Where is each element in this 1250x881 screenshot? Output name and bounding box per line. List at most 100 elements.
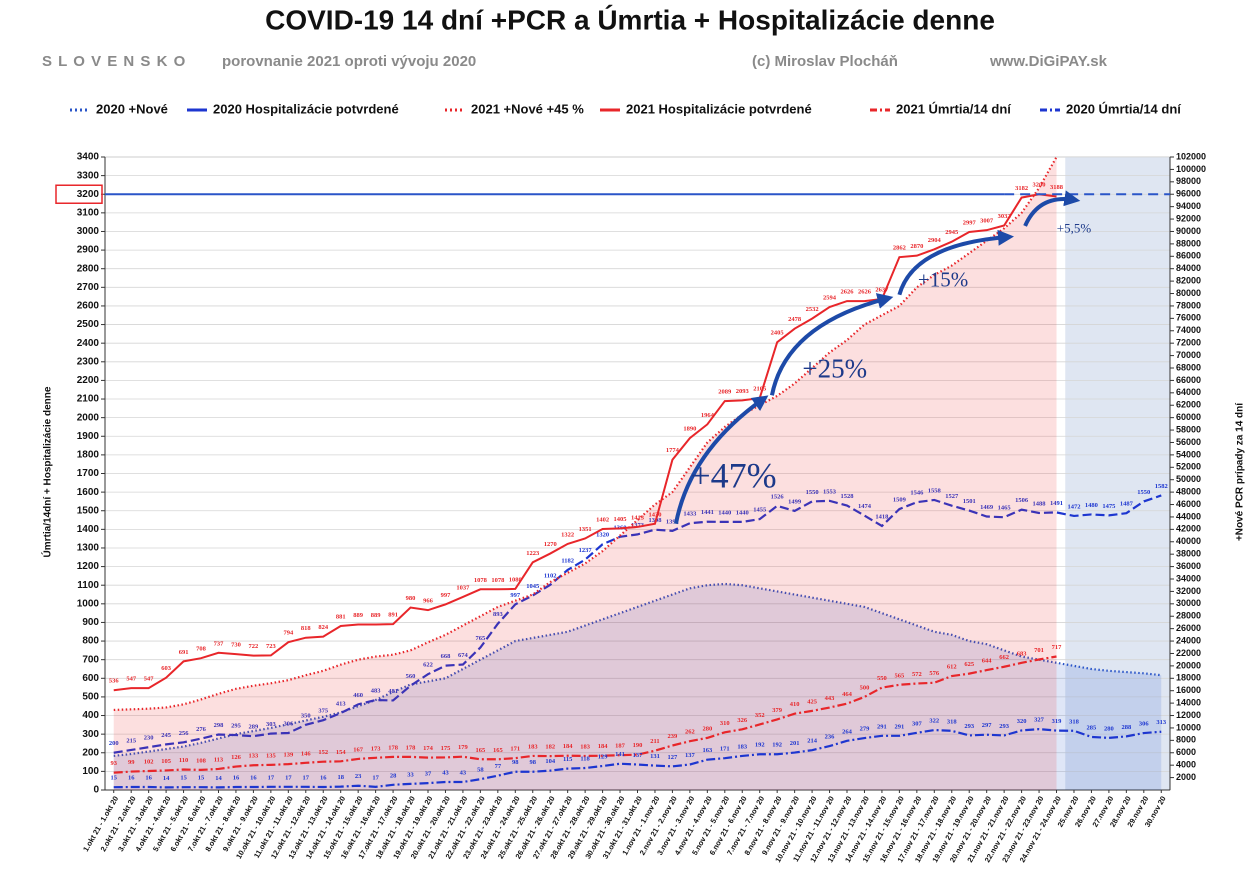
data-label: 318	[947, 718, 958, 725]
y2-tick-label: 42000	[1176, 524, 1201, 534]
data-label: 1509	[893, 497, 907, 504]
data-label: 167	[353, 746, 364, 753]
data-label: 1405	[614, 516, 628, 523]
data-label: 289	[249, 724, 260, 731]
y2-tick-label: 92000	[1176, 213, 1201, 223]
y-tick-label: 3400	[77, 152, 100, 163]
data-label: 3032	[998, 213, 1011, 220]
data-label: 236	[825, 734, 836, 741]
data-label: 279	[860, 726, 871, 733]
data-label: 58	[477, 767, 484, 774]
data-label: 3188	[1050, 184, 1064, 191]
data-label: 2626	[841, 289, 855, 296]
data-label: 612	[947, 664, 957, 671]
y2-tick-label: 66000	[1176, 375, 1201, 385]
annotation: +5,5%	[1057, 221, 1092, 236]
data-label: 794	[283, 630, 294, 637]
data-label: 118	[580, 756, 590, 763]
y2-tick-label: 4000	[1176, 760, 1196, 770]
data-label: 179	[458, 744, 469, 751]
data-label: 297	[982, 722, 993, 729]
data-label: 16	[233, 775, 240, 782]
data-label: 137	[633, 752, 644, 759]
y-tick-label: 1700	[77, 468, 100, 479]
data-label: 183	[580, 743, 591, 750]
data-label: 171	[720, 746, 730, 753]
y2-tick-label: 90000	[1176, 226, 1201, 236]
y2-tick-label: 82000	[1176, 275, 1201, 285]
data-label: 547	[126, 676, 137, 683]
data-label: 126	[231, 754, 242, 761]
data-label: 245	[161, 732, 172, 739]
legend-label: 2020 Hospitalizácie potvrdené	[213, 101, 399, 116]
data-label: 1487	[1120, 501, 1134, 508]
data-label: 173	[371, 745, 382, 752]
data-label: 322	[929, 718, 939, 725]
data-label: 318	[1069, 718, 1080, 725]
data-label: 3007	[980, 218, 994, 225]
data-label: 481	[388, 688, 398, 695]
annotation: +47%	[690, 455, 776, 495]
y2-tick-label: 64000	[1176, 387, 1201, 397]
y2-tick-label: 24000	[1176, 635, 1201, 645]
data-label: 1546	[910, 490, 924, 497]
data-label: 16	[145, 775, 152, 782]
data-label: 1550	[1137, 489, 1150, 496]
data-label: 1475	[1102, 503, 1116, 510]
y-tick-label: 900	[82, 617, 99, 628]
data-label: 379	[772, 707, 783, 714]
data-label: 1413	[631, 514, 645, 521]
arrow	[769, 293, 894, 396]
data-label: 256	[179, 730, 190, 737]
data-label: 14	[215, 775, 222, 782]
data-label: 565	[895, 672, 906, 679]
data-label: 17	[372, 774, 379, 781]
data-label: 891	[388, 612, 398, 619]
y-tick-label: 1200	[77, 561, 100, 572]
data-label: 1455	[753, 507, 767, 514]
data-label: 16	[128, 775, 135, 782]
data-label: 262	[685, 729, 695, 736]
area-fill	[113, 583, 1162, 790]
y2-tick-label: 96000	[1176, 189, 1201, 199]
data-label: 14	[163, 775, 170, 782]
data-label: 2478	[788, 316, 802, 323]
y2-tick-label: 74000	[1176, 325, 1201, 335]
data-label: 285	[1087, 724, 1098, 731]
data-label: 460	[353, 692, 363, 699]
series-line	[113, 728, 1162, 789]
y-tick-label: 2000	[77, 412, 100, 423]
data-label: 352	[755, 712, 765, 719]
data-label: 881	[336, 613, 346, 620]
data-label: 1270	[544, 541, 557, 548]
data-label: 280	[702, 725, 712, 732]
data-label: 1440	[736, 509, 749, 516]
y2-tick-label: 20000	[1176, 660, 1201, 670]
data-label: 307	[912, 720, 923, 727]
y2-tick-label: 10000	[1176, 722, 1201, 732]
data-label: 1037	[456, 584, 470, 591]
data-label: 201	[790, 740, 800, 747]
y-tick-label: 1500	[77, 505, 100, 516]
data-label: 1526	[771, 493, 785, 500]
data-label: 288	[1121, 724, 1132, 731]
data-label: 547	[144, 676, 155, 683]
y-tick-label: 1900	[77, 431, 100, 442]
y-tick-label: 1800	[77, 450, 100, 461]
y-tick-label: 1300	[77, 543, 100, 554]
data-label: 889	[353, 612, 364, 619]
data-label: 413	[336, 701, 347, 708]
annotation: +25%	[802, 353, 867, 383]
y-tick-label: 3100	[77, 207, 100, 218]
y2-tick-label: 68000	[1176, 362, 1201, 372]
y2-tick-label: 18000	[1176, 673, 1201, 683]
data-label: 1080	[509, 576, 522, 583]
data-label: 17	[285, 774, 292, 781]
y-tick-label: 600	[82, 673, 99, 684]
data-label: 2594	[823, 295, 837, 302]
data-label: 1550	[806, 489, 819, 496]
y2-tick-label: 22000	[1176, 648, 1201, 658]
y-tick-label: 100	[82, 766, 99, 777]
y-tick-label: 3000	[77, 226, 100, 237]
data-label: 190	[633, 742, 643, 749]
